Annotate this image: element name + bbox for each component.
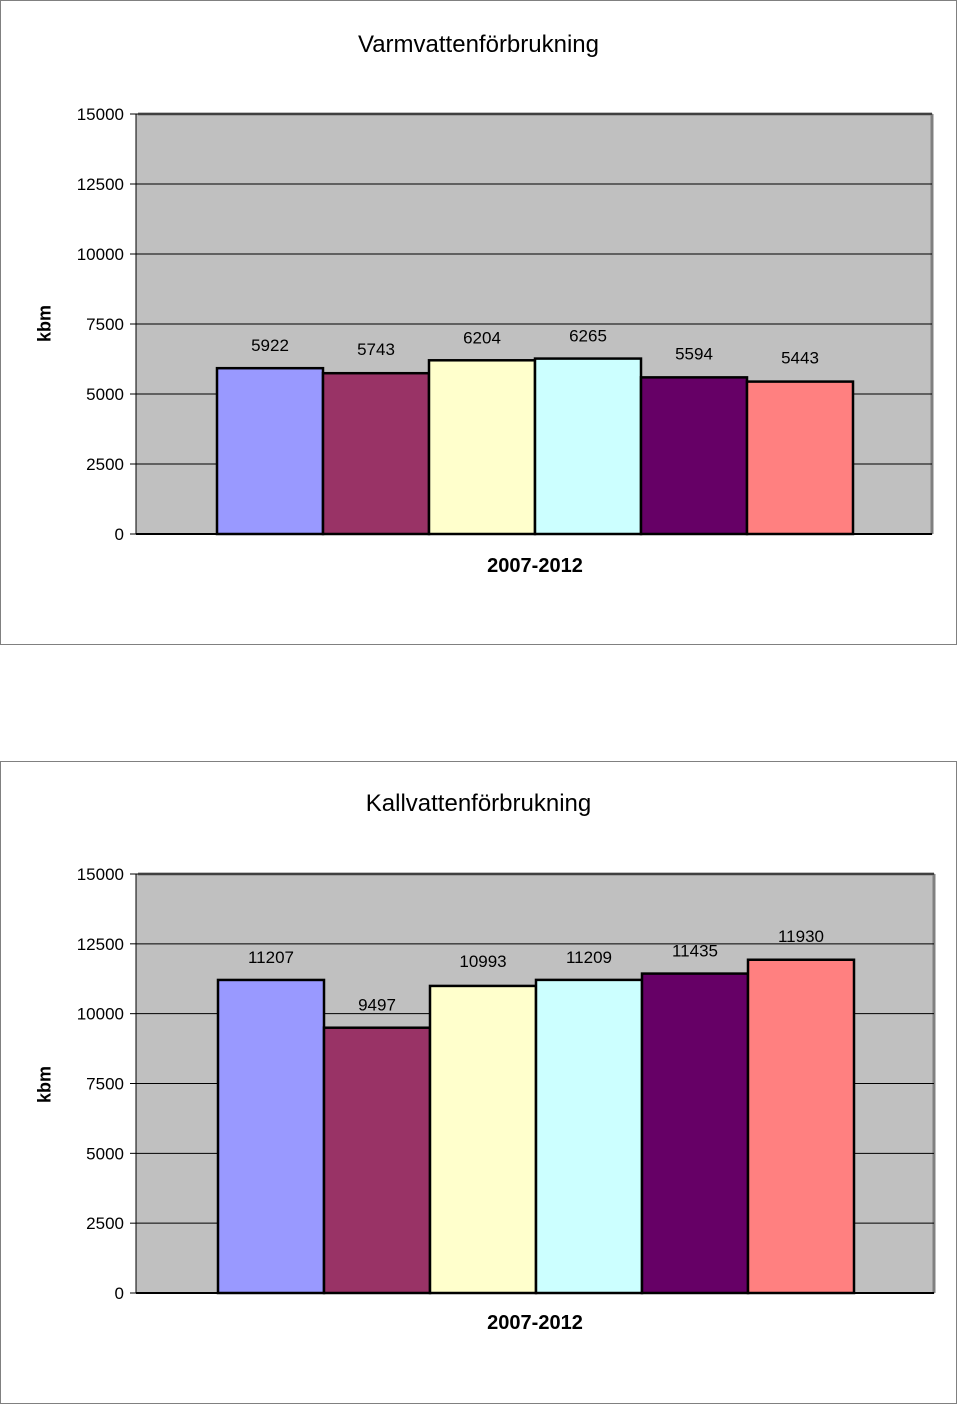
bar bbox=[746, 958, 856, 1295]
bar-plot: 0 2500 5000 7500 10000 12500 15000 11207 9497 109… bbox=[77, 865, 936, 1303]
bar bbox=[533, 357, 643, 536]
y-tick-label: 15000 bbox=[77, 105, 124, 124]
bar bbox=[321, 371, 431, 536]
bar bbox=[534, 978, 644, 1295]
y-tick-label: 2500 bbox=[86, 455, 124, 474]
data-label: 5922 bbox=[251, 336, 289, 355]
y-tick-label: 0 bbox=[115, 525, 124, 544]
data-label: 5443 bbox=[781, 349, 819, 368]
data-label: 10993 bbox=[459, 952, 506, 971]
data-label: 11207 bbox=[248, 948, 294, 967]
data-label: 11435 bbox=[672, 942, 718, 961]
data-label: 5743 bbox=[357, 340, 395, 359]
y-tick-label: 10000 bbox=[77, 1005, 124, 1024]
bar bbox=[639, 376, 749, 536]
y-tick-label: 5000 bbox=[86, 1144, 124, 1163]
data-label: 5594 bbox=[675, 344, 713, 363]
x-axis-label: 2007-2012 bbox=[487, 555, 583, 577]
bar bbox=[322, 1026, 432, 1295]
chart-kallvatten: Kallvattenförbrukning kbm 2007-2012 0 250… bbox=[0, 761, 957, 1404]
data-label: 6204 bbox=[463, 328, 501, 347]
data-label: 9497 bbox=[358, 996, 396, 1015]
bar bbox=[215, 366, 325, 536]
y-tick-label: 2500 bbox=[86, 1214, 124, 1233]
chart-title: Kallvattenförbrukning bbox=[365, 790, 592, 817]
y-tick-label: 0 bbox=[115, 1284, 124, 1303]
y-tick-label: 12500 bbox=[77, 175, 124, 194]
bar bbox=[428, 984, 538, 1295]
y-tick-label: 5000 bbox=[86, 385, 124, 404]
bar-plot: 0 2500 5000 7500 10000 12500 15000 5922 5743 6204… bbox=[77, 105, 934, 544]
data-label: 6265 bbox=[569, 327, 607, 346]
bar bbox=[427, 359, 537, 536]
y-tick-label: 10000 bbox=[77, 245, 124, 264]
bar bbox=[745, 380, 855, 536]
y-tick-label: 7500 bbox=[86, 1075, 124, 1094]
y-tick-label: 12500 bbox=[77, 935, 124, 954]
data-label: 11930 bbox=[778, 927, 824, 946]
x-axis-label: 2007-2012 bbox=[487, 1312, 583, 1334]
y-tick-label: 15000 bbox=[77, 865, 124, 884]
chart-title: Varmvattenförbrukning bbox=[357, 31, 599, 58]
bar bbox=[640, 972, 750, 1295]
chart-varmvatten: Varmvattenförbrukning kbm 2007-2012 0 250… bbox=[0, 0, 957, 645]
bar bbox=[216, 978, 326, 1295]
data-label: 11209 bbox=[566, 948, 612, 967]
y-tick-label: 7500 bbox=[86, 315, 124, 334]
